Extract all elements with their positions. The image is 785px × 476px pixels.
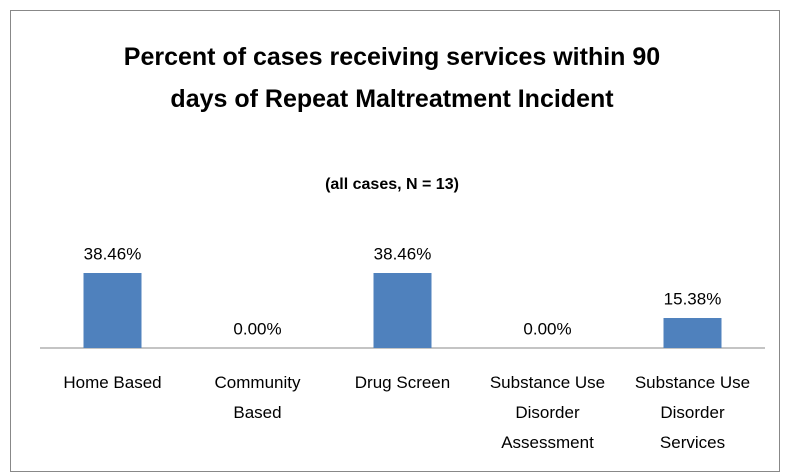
data-label: 0.00% (233, 319, 281, 338)
chart-title: Percent of cases receiving services with… (123, 43, 661, 113)
bar (373, 273, 432, 348)
chart-frame (10, 10, 780, 472)
x-tick-label: Substance Use Disorder Services (634, 373, 751, 452)
x-tick-label: Community Based (214, 373, 301, 422)
chart-subtitle: (all cases, N = 13) (325, 176, 459, 193)
data-label: 0.00% (523, 319, 571, 338)
x-tick-label: Home Based (63, 373, 162, 392)
x-tick-label: Drug Screen (354, 373, 451, 392)
bar (663, 318, 722, 348)
x-tick-label: Substance Use Disorder Assessment (489, 373, 606, 452)
bar (83, 273, 142, 348)
data-label: 15.38% (664, 289, 722, 308)
data-label: 38.46% (84, 244, 142, 263)
data-label: 38.46% (374, 244, 432, 263)
